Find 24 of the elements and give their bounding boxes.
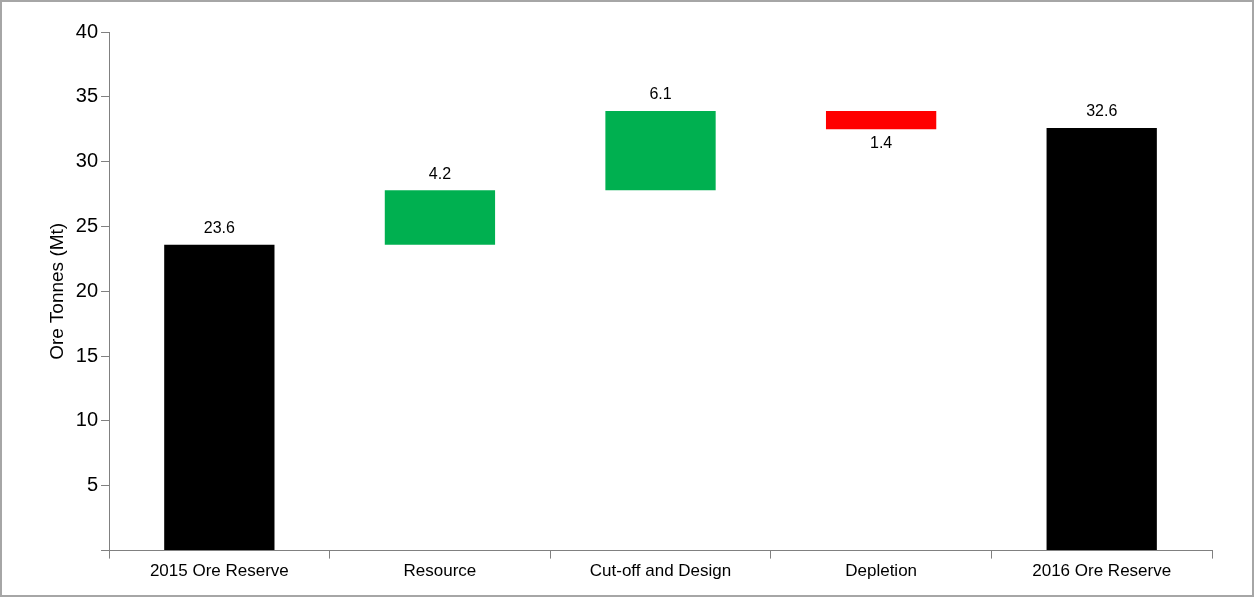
bar bbox=[825, 111, 937, 130]
x-tick-label: Depletion bbox=[845, 561, 918, 581]
y-tick-label: 5 bbox=[86, 473, 99, 496]
y-tick-label: 30 bbox=[75, 149, 99, 172]
bar bbox=[164, 244, 275, 551]
y-axis-title: Ore Tonnes (Mt) bbox=[45, 222, 67, 360]
y-tick-label: 25 bbox=[75, 213, 99, 236]
y-tick-label: 35 bbox=[75, 84, 99, 107]
y-tick-label: 40 bbox=[75, 19, 99, 42]
data-label: 1.4 bbox=[869, 133, 893, 151]
x-tick-label: 2016 Ore Reserve bbox=[1032, 561, 1172, 581]
bar bbox=[605, 111, 716, 191]
data-label: 6.1 bbox=[649, 85, 672, 103]
x-tick-label: Cut-off and Design bbox=[589, 561, 732, 581]
data-label: 4.2 bbox=[428, 164, 452, 182]
x-tick-label: Resource bbox=[403, 561, 477, 581]
y-tick-label: 10 bbox=[75, 408, 99, 431]
bar bbox=[384, 190, 496, 245]
data-label: 23.6 bbox=[203, 219, 236, 237]
y-tick-label: 15 bbox=[75, 343, 99, 366]
x-tick-label: 2015 Ore Reserve bbox=[149, 561, 289, 581]
y-tick-label: 20 bbox=[75, 278, 99, 301]
data-label: 32.6 bbox=[1086, 102, 1118, 120]
bar bbox=[1046, 127, 1157, 551]
